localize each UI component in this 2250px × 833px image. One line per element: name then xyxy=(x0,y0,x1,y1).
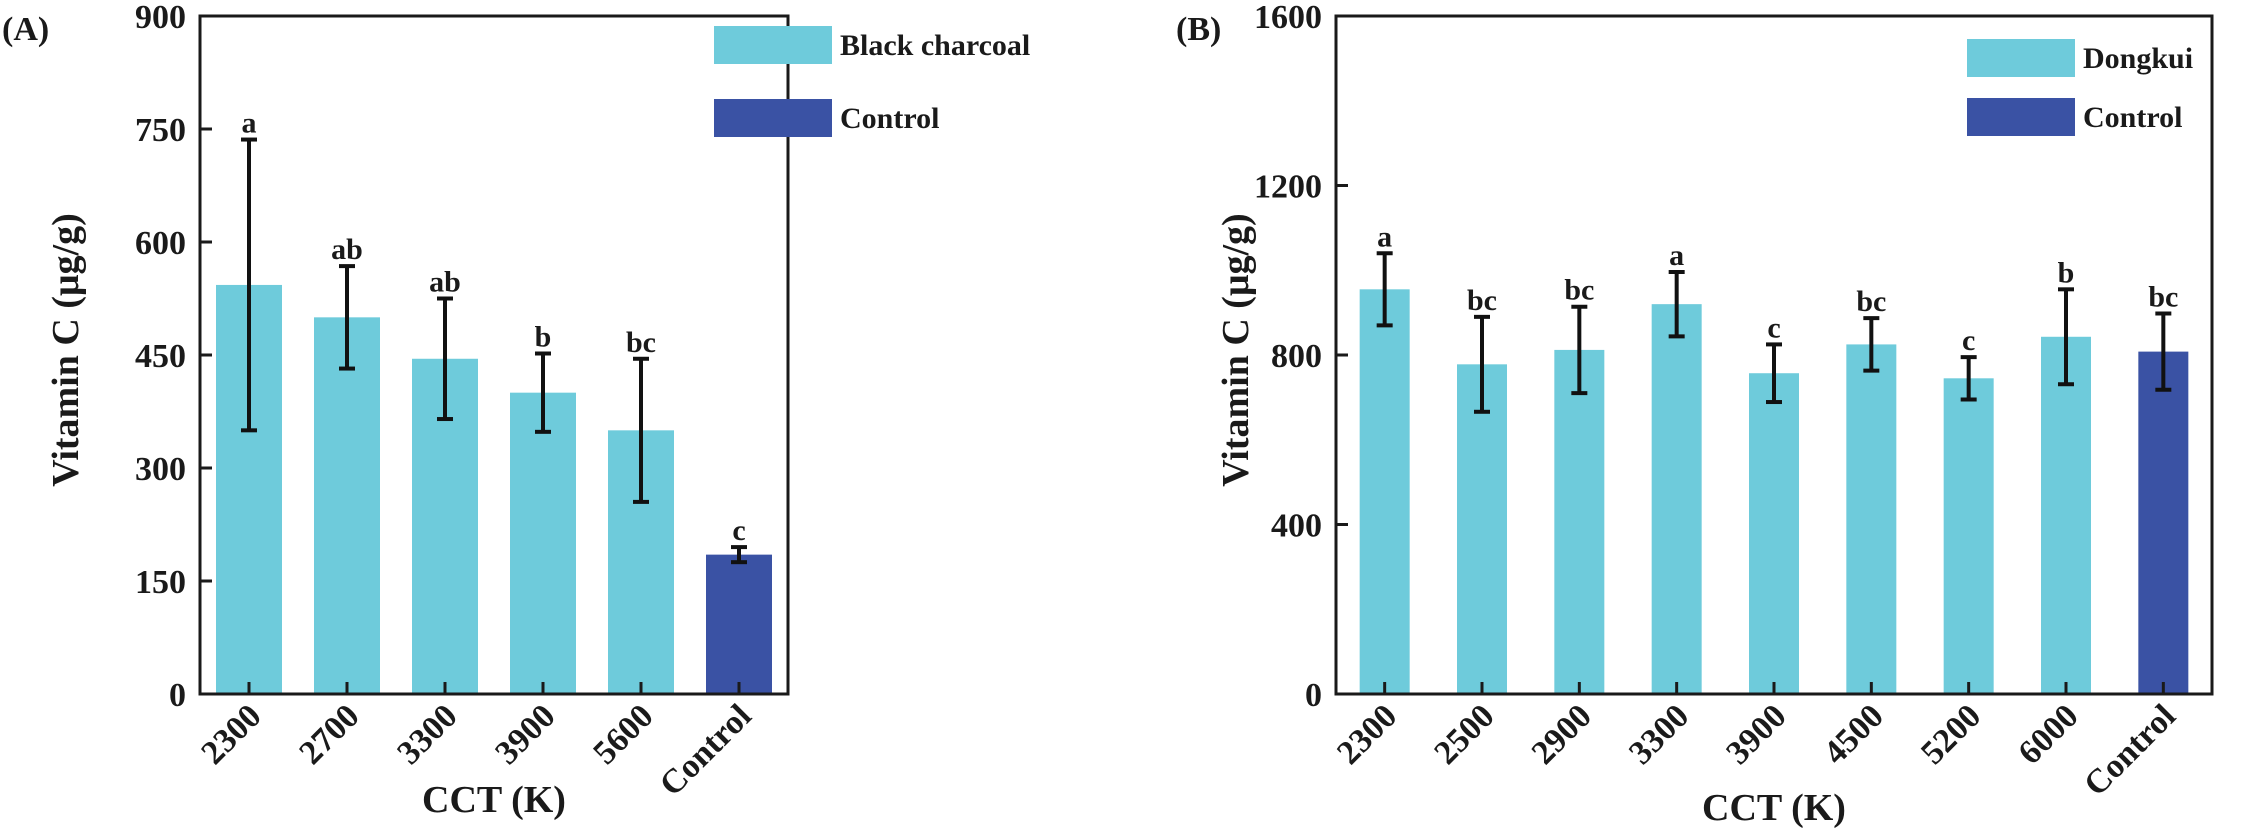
x-tick-label: 3900 xyxy=(488,697,562,771)
y-tick-label: 0 xyxy=(169,677,186,714)
x-tick-label: Control xyxy=(2077,697,2183,803)
bar-5200 xyxy=(1943,378,1994,694)
legend-swatch xyxy=(1967,98,2075,136)
significance-label: c xyxy=(1767,311,1780,344)
legend-label: Black charcoal xyxy=(840,29,1030,62)
significance-label: a xyxy=(1377,220,1392,253)
y-tick-label: 0 xyxy=(1305,677,1322,714)
y-tick-label: 1600 xyxy=(1254,0,1322,36)
bar-3900 xyxy=(1749,373,1799,694)
y-axis-title: Vitamin C (μg/g) xyxy=(45,213,87,486)
bar-control xyxy=(2138,351,2189,694)
panel-label: (B) xyxy=(1176,11,1221,48)
significance-label: bc xyxy=(1856,285,1886,318)
bar-2700 xyxy=(314,317,380,694)
y-tick-label: 450 xyxy=(135,338,186,375)
panel-b: (B) a bc bc a c bc c b bc 0 400 800 1200 1600 2300 2500 2… xyxy=(1176,0,2214,829)
y-tick-label: 600 xyxy=(135,225,186,262)
significance-label: ab xyxy=(429,266,461,299)
x-tick-label: 3300 xyxy=(1622,697,1696,771)
significance-label: a xyxy=(1669,239,1684,272)
y-tick-label: 800 xyxy=(1271,338,1322,375)
bar-2500 xyxy=(1457,364,1507,694)
legend-label: Dongkui xyxy=(2083,42,2193,75)
y-tick-label: 400 xyxy=(1271,508,1322,545)
panel-label: (A) xyxy=(2,11,49,48)
bar-control xyxy=(706,554,772,694)
significance-label: b xyxy=(2058,256,2075,289)
x-tick-label: 2300 xyxy=(1330,697,1404,771)
y-tick-label: 900 xyxy=(135,0,186,36)
y-tick-label: 750 xyxy=(135,112,186,149)
significance-label: bc xyxy=(1467,284,1497,317)
significance-label: ab xyxy=(331,233,363,266)
significance-label: c xyxy=(732,514,745,547)
significance-label: bc xyxy=(626,326,656,359)
x-axis-title: CCT (K) xyxy=(1702,787,1846,829)
x-tick-label: 2900 xyxy=(1525,697,1599,771)
bar-3300 xyxy=(1651,304,1702,694)
x-tick-label: 6000 xyxy=(2011,697,2085,771)
x-tick-label: 2500 xyxy=(1427,697,1501,771)
x-tick-label: 4500 xyxy=(1817,697,1891,771)
x-tick-label: 2300 xyxy=(194,697,268,771)
y-tick-label: 150 xyxy=(135,564,186,601)
legend-swatch xyxy=(1967,39,2075,77)
bar-3900 xyxy=(510,392,576,694)
x-axis-title: CCT (K) xyxy=(422,779,566,821)
x-tick-label: Control xyxy=(653,697,759,803)
plot-frame xyxy=(198,14,790,696)
significance-label: b xyxy=(535,320,552,353)
y-tick-label: 1200 xyxy=(1254,169,1322,206)
x-tick-label: 5600 xyxy=(586,697,660,771)
significance-label: bc xyxy=(1564,274,1594,307)
x-tick-label: 3300 xyxy=(390,697,464,771)
legend-label: Control xyxy=(2083,101,2182,134)
significance-label: c xyxy=(1962,324,1975,357)
panel-a: (A) a ab ab b bc c 0 150 300 450 600 750 900 2300 2700 3… xyxy=(2,0,1030,821)
x-tick-label: 3900 xyxy=(1719,697,1793,771)
y-axis-title: Vitamin C (μg/g) xyxy=(1215,213,1257,486)
legend-swatch xyxy=(714,26,832,64)
legend-swatch xyxy=(714,99,832,137)
bar-2900 xyxy=(1554,349,1605,694)
y-tick-label: 300 xyxy=(135,451,186,488)
legend-label: Control xyxy=(840,102,939,135)
bar-6000 xyxy=(2041,336,2091,694)
x-tick-label: 5200 xyxy=(1914,697,1988,771)
significance-label: bc xyxy=(2148,280,2178,313)
bar-4500 xyxy=(1846,344,1897,694)
bar-2300 xyxy=(1359,289,1410,694)
significance-label: a xyxy=(242,107,257,140)
x-tick-label: 2700 xyxy=(292,697,366,771)
